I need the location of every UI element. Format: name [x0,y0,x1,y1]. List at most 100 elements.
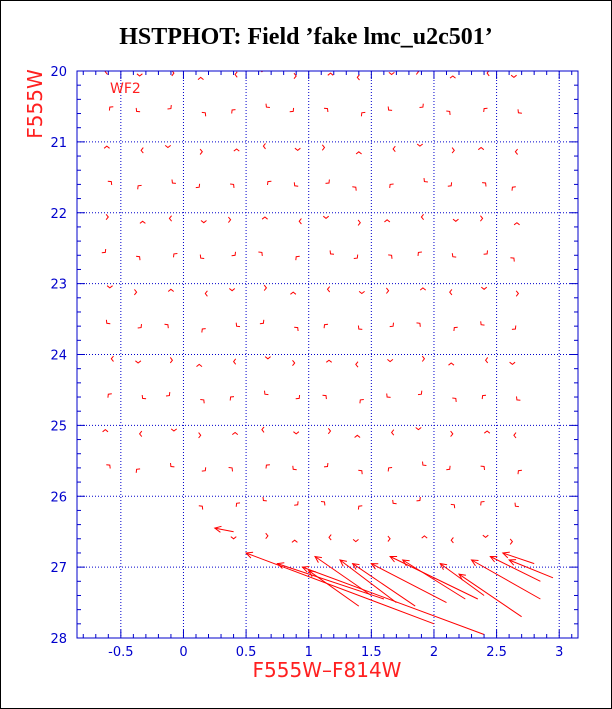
data-point-arrow [298,218,302,225]
data-point-arrow [265,464,270,469]
data-error-arrowhead [314,555,322,563]
data-point-arrow [511,186,516,191]
data-point-arrow [514,148,518,155]
data-point-arrow [450,537,454,544]
x-tick-label: 0.5 [236,645,257,660]
data-point-arrow [293,72,297,80]
data-point-arrow [200,399,205,404]
data-point-arrow [480,321,485,326]
data-point-arrow [138,430,143,437]
data-point-arrow [322,215,330,220]
data-point-arrow [292,359,296,367]
y-tick-label: 26 [50,490,67,505]
data-point-arrow [354,434,361,438]
data-point-arrow [415,427,422,431]
data-point-arrow [294,147,301,152]
data-error-arrow [402,559,466,600]
data-error-arrowhead [439,562,448,571]
data-point-arrow [389,183,394,188]
data-error-arrow [502,552,535,565]
data-point-arrow [164,323,169,329]
data-point-arrow [232,358,237,365]
data-point-arrow [449,75,456,79]
data-point-arrow [386,393,391,398]
data-error-arrow [314,556,372,596]
data-point-arrow [105,213,109,221]
data-point-arrow [262,496,267,502]
data-point-arrow [352,539,359,543]
data-point-arrow [294,326,299,332]
data-point-arrow [200,220,207,224]
data-point-arrow [387,467,393,472]
data-error-arrowhead [339,559,347,567]
data-point-arrow [173,253,178,258]
data-point-arrow [415,71,420,75]
data-point-arrow [323,462,329,468]
data-point-arrow [322,394,327,400]
data-point-arrow [264,390,269,396]
data-point-arrow [353,254,359,259]
y-tick-label: 22 [50,207,67,222]
panel-label: WF2 [110,81,141,97]
data-point-arrow [389,322,394,328]
data-point-arrow [514,502,519,508]
data-point-arrow [258,251,263,256]
data-point-arrow [295,394,301,400]
data-point-arrow [134,289,138,296]
data-error-arrowhead [470,559,479,567]
data-point-arrow [228,216,232,223]
data-point-arrow [260,71,264,73]
data-point-arrow [102,428,109,433]
data-point-arrow [416,496,421,502]
data-point-arrow [199,148,203,155]
data-markers [101,71,554,635]
x-tick-label: 0 [179,645,187,660]
data-point-arrow [480,501,485,506]
data-point-arrow [509,538,514,545]
data-point-arrow [386,287,390,294]
data-point-arrow [360,111,366,117]
data-point-arrow [139,220,146,224]
data-point-arrow [392,499,397,505]
data-point-arrow [167,105,172,110]
data-point-arrow [419,287,427,291]
data-point-arrow [110,355,114,362]
data-point-arrow [452,397,457,402]
data-point-arrow [416,322,421,327]
data-point-arrow [137,184,142,190]
data-point-arrow [417,390,423,396]
data-point-arrow [105,319,111,325]
data-point-arrow [323,107,329,113]
data-point-arrow [352,186,357,191]
x-tick-label: 2 [430,645,438,660]
data-point-arrow [261,426,265,433]
data-point-arrow [170,428,177,432]
data-point-arrow [107,180,113,186]
x-tick-label: 1.5 [361,645,382,660]
data-point-arrow [328,534,332,541]
data-point-arrow [235,502,241,507]
y-tick-label: 21 [50,136,67,151]
data-error-arrow [458,573,522,618]
data-point-arrow [135,360,142,364]
data-point-arrow [326,286,331,293]
data-point-arrow [419,103,424,108]
data-point-arrow [290,291,297,295]
y-tick-label: 23 [50,278,67,293]
data-error-arrowhead [301,566,310,573]
data-point-arrow [198,505,204,510]
data-point-arrow [448,362,455,366]
data-point-arrow [104,71,108,75]
data-point-arrow [199,254,205,259]
data-point-arrow [295,255,300,261]
data-point-arrow [482,534,489,539]
data-point-arrow [141,394,147,400]
data-point-arrow [108,106,114,111]
data-point-arrow [135,468,141,473]
data-point-arrow [291,539,298,543]
data-point-arrow [137,324,142,329]
data-point-arrow [323,323,329,329]
data-point-arrow [164,145,171,149]
data-error-arrow [471,559,541,600]
data-point-arrow [136,73,143,77]
